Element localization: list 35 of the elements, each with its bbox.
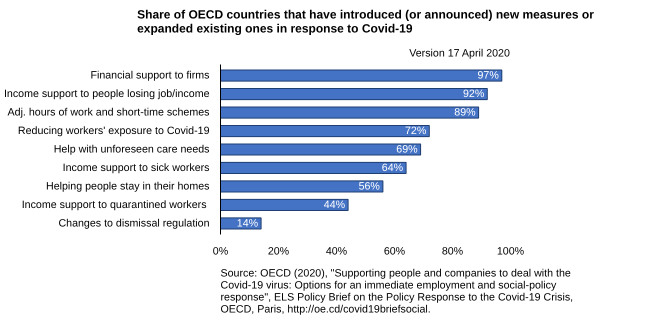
x-tick-label: 100% — [496, 246, 525, 258]
data-label: 89% — [454, 106, 476, 119]
y-tick-label: Help with unforeseen care needs — [54, 144, 210, 156]
data-label: 14% — [236, 217, 259, 230]
bar — [220, 124, 430, 138]
bar — [220, 88, 488, 100]
x-tick-label: 0% — [212, 246, 229, 258]
x-tick-label: 60% — [384, 246, 406, 258]
source-note: Source: OECD (2020), "Supporting people and companies to deal with the Covid-19 virus: Options for an immediate employment and social-policy response", ELS Policy Brief on the Policy Response to the Covid-19 Crisis, OECD, Paris, http://oe.cd/covid19briefsocial. — [220, 268, 574, 316]
x-tick-label: 80% — [442, 246, 464, 258]
y-tick-label: Income support to sick workers — [62, 162, 210, 174]
data-label: 92% — [462, 88, 485, 100]
data-label: 56% — [358, 180, 380, 192]
x-tick-label: 40% — [326, 246, 348, 258]
y-tick-label: Changes to dismissal regulation — [58, 217, 210, 230]
data-label: 72% — [404, 125, 427, 138]
text: Version 17 April 2020 — [409, 48, 510, 60]
y-tick-label: Helping people stay in their homes — [46, 180, 210, 192]
bar — [220, 106, 480, 119]
x-tick-label: 20% — [268, 246, 290, 258]
data-label: 69% — [396, 144, 418, 156]
data-label: 64% — [382, 162, 404, 174]
data-label: 97% — [477, 70, 500, 82]
bar — [220, 70, 502, 82]
y-tick-label: Reducing workers' exposure to Covid-19 — [18, 125, 210, 138]
y-tick-label: Adj. hours of work and short-time schemes — [8, 106, 210, 119]
bar — [220, 180, 384, 192]
y-tick-label: Income support to quarantined workers — [22, 198, 207, 211]
y-tick-label: Financial support to firms — [90, 70, 210, 82]
y-tick-label: Income support to people losing job/income — [4, 88, 210, 100]
chart-title: Share of OECD countries that have introduced (or announced) new measures or expanded existing ones in response to Covid-19 — [137, 8, 594, 36]
data-label: 44% — [324, 198, 346, 211]
bar — [220, 162, 407, 174]
bar — [220, 143, 422, 156]
bar — [220, 198, 349, 211]
